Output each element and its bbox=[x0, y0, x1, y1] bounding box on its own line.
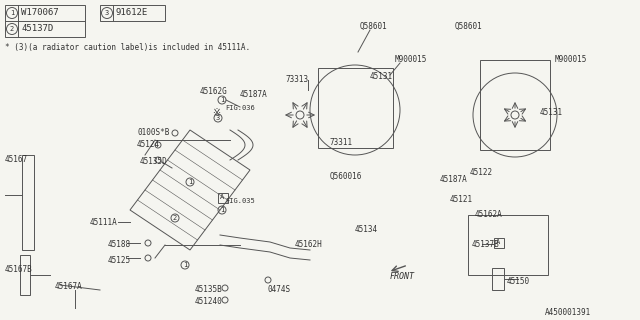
Text: M900015: M900015 bbox=[395, 55, 428, 64]
Text: 451240: 451240 bbox=[195, 297, 223, 306]
Text: FIG.036: FIG.036 bbox=[225, 105, 255, 111]
Bar bbox=[100, 5, 165, 21]
Text: A: A bbox=[496, 239, 500, 245]
Text: 2: 2 bbox=[173, 215, 177, 221]
Text: 45167A: 45167A bbox=[55, 282, 83, 291]
Text: W170067: W170067 bbox=[21, 8, 59, 17]
Text: 0100S*B: 0100S*B bbox=[138, 128, 170, 137]
Text: 45187A: 45187A bbox=[440, 175, 468, 184]
Text: M900015: M900015 bbox=[555, 55, 588, 64]
Text: 45162A: 45162A bbox=[475, 210, 503, 219]
Bar bbox=[492, 268, 504, 290]
Text: 45124: 45124 bbox=[137, 140, 160, 149]
Bar bbox=[494, 238, 504, 248]
Text: 45131: 45131 bbox=[540, 108, 563, 117]
Bar bbox=[318, 68, 393, 148]
Bar bbox=[20, 255, 30, 295]
Text: 3: 3 bbox=[105, 10, 109, 16]
Text: 45162H: 45162H bbox=[295, 240, 323, 249]
Text: 45167B: 45167B bbox=[5, 265, 33, 274]
Text: 1: 1 bbox=[188, 179, 192, 185]
Text: 73311: 73311 bbox=[330, 138, 353, 147]
Text: 45121: 45121 bbox=[450, 195, 473, 204]
Text: FRONT: FRONT bbox=[390, 272, 415, 281]
Text: A450001391: A450001391 bbox=[545, 308, 591, 317]
Text: 45125: 45125 bbox=[108, 256, 131, 265]
Bar bbox=[22, 155, 34, 250]
Text: 91612E: 91612E bbox=[116, 8, 148, 17]
Text: 45131: 45131 bbox=[370, 72, 393, 81]
Text: 45137B: 45137B bbox=[472, 240, 500, 249]
Text: 0474S: 0474S bbox=[268, 285, 291, 294]
Text: 45187A: 45187A bbox=[240, 90, 268, 99]
Bar bbox=[468, 215, 548, 275]
Text: 73313: 73313 bbox=[285, 75, 308, 84]
Text: 1: 1 bbox=[220, 97, 224, 103]
Text: 45122: 45122 bbox=[470, 168, 493, 177]
Text: 45111A: 45111A bbox=[90, 218, 118, 227]
Text: Q560016: Q560016 bbox=[330, 172, 362, 181]
Text: Q58601: Q58601 bbox=[360, 22, 388, 31]
Text: * (3)(a radiator caution label)is included in 45111A.: * (3)(a radiator caution label)is includ… bbox=[5, 43, 250, 52]
Text: 45150: 45150 bbox=[507, 277, 530, 286]
Bar bbox=[218, 193, 228, 203]
Text: 45162G: 45162G bbox=[200, 87, 228, 96]
Text: 45135B: 45135B bbox=[195, 285, 223, 294]
Text: 3: 3 bbox=[216, 115, 220, 121]
Text: FIG.035: FIG.035 bbox=[225, 198, 255, 204]
Text: 1: 1 bbox=[220, 207, 224, 213]
Text: A: A bbox=[220, 194, 224, 200]
Text: 45167: 45167 bbox=[5, 155, 28, 164]
Text: 45134: 45134 bbox=[355, 225, 378, 234]
Text: 2: 2 bbox=[10, 26, 14, 32]
Bar bbox=[5, 5, 85, 37]
Text: 45188: 45188 bbox=[108, 240, 131, 249]
Text: Q58601: Q58601 bbox=[455, 22, 483, 31]
Bar bbox=[480, 60, 550, 150]
Text: 45135D: 45135D bbox=[140, 157, 168, 166]
Text: ※: ※ bbox=[212, 108, 220, 118]
Text: 45137D: 45137D bbox=[21, 24, 53, 33]
Text: 1: 1 bbox=[183, 262, 187, 268]
Text: 1: 1 bbox=[10, 10, 14, 16]
